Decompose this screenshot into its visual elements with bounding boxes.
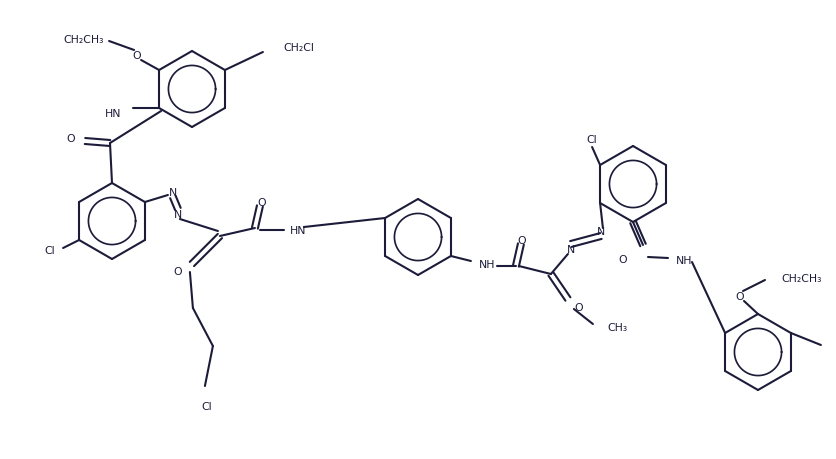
Text: O: O — [257, 197, 266, 207]
Text: O: O — [133, 51, 141, 61]
Text: CH₃: CH₃ — [606, 322, 626, 332]
Text: Cl: Cl — [201, 401, 212, 411]
Text: N: N — [566, 245, 574, 254]
Text: N: N — [174, 210, 181, 219]
Text: HN: HN — [104, 109, 121, 119]
Text: O: O — [173, 266, 181, 276]
Text: O: O — [735, 291, 743, 302]
Text: N: N — [596, 226, 604, 236]
Text: NH: NH — [675, 256, 691, 265]
Text: Cl: Cl — [44, 246, 55, 256]
Text: CH₂CH₃: CH₂CH₃ — [64, 35, 104, 45]
Text: NH: NH — [478, 259, 495, 269]
Text: N: N — [169, 188, 177, 197]
Text: O: O — [517, 235, 526, 246]
Text: O: O — [573, 302, 583, 312]
Text: Cl: Cl — [586, 134, 597, 145]
Text: HN: HN — [289, 225, 306, 235]
Text: CH₂CH₃: CH₂CH₃ — [780, 274, 820, 283]
Text: O: O — [66, 134, 75, 144]
Text: O: O — [618, 254, 626, 264]
Text: CH₂Cl: CH₂Cl — [283, 43, 314, 53]
